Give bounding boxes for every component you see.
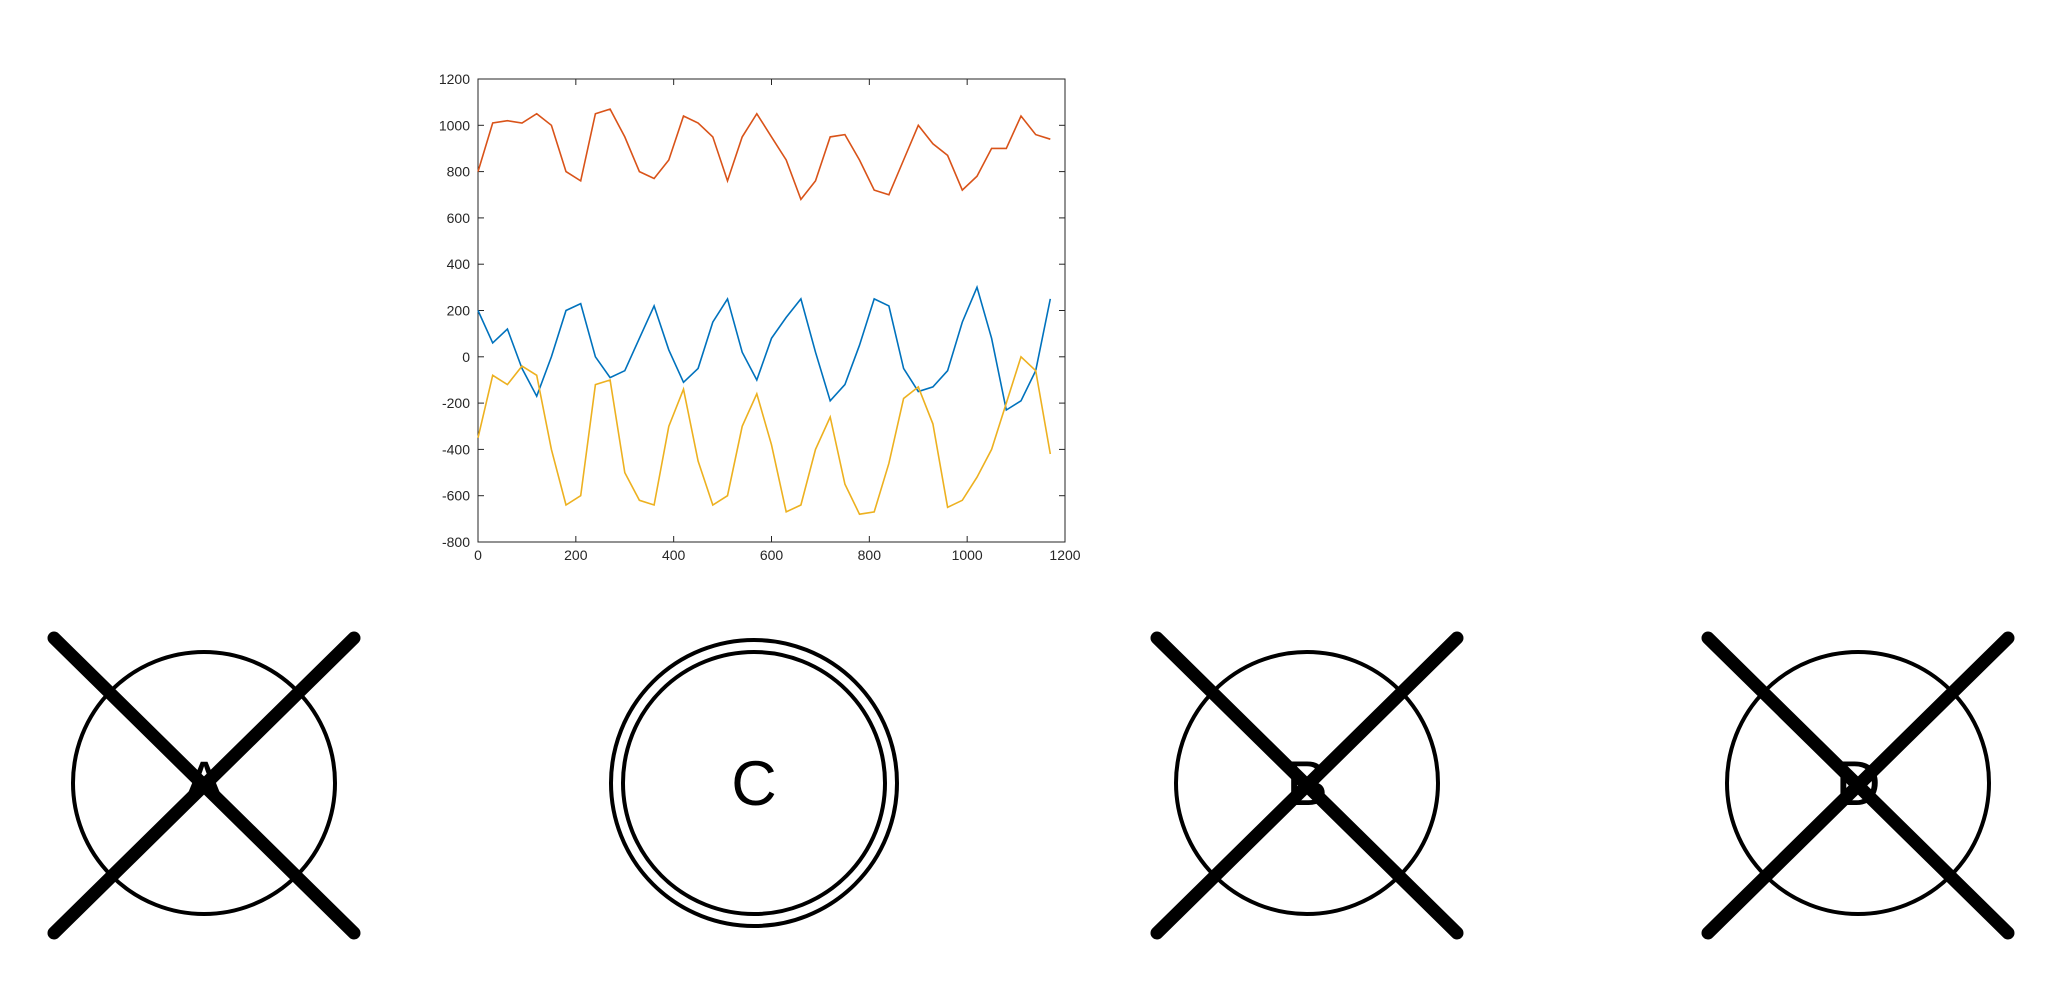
y-tick-label: 0 [462, 349, 470, 365]
cross-stroke [1701, 631, 2015, 940]
y-tick-label: 600 [447, 210, 471, 226]
y-tick-label: -800 [442, 534, 470, 550]
option-ring [609, 638, 899, 928]
x-tick-label: 1000 [952, 547, 983, 563]
y-tick-label: -200 [442, 395, 470, 411]
option-circle [1725, 650, 1991, 916]
option[interactable]: A [47, 631, 361, 940]
cross-stroke [47, 631, 361, 940]
chart: -800 -600 -400 -200 0 200 400 600 800 1000 1200 0 20… [439, 71, 1081, 563]
series-line [477, 284, 1052, 412]
option-label: C [731, 749, 777, 819]
series-line [477, 355, 1052, 516]
y-tick-label: 200 [447, 303, 471, 319]
option-circle [71, 650, 337, 916]
x-tick-label: 1200 [1049, 547, 1080, 563]
x-tick-label: 600 [760, 547, 784, 563]
series-line [477, 108, 1051, 202]
y-tick-label: 1000 [439, 117, 470, 133]
x-tick-label: 200 [564, 547, 588, 563]
x-tick-label: 0 [474, 547, 482, 563]
option-circle [1174, 650, 1440, 916]
y-tick-label: -400 [442, 441, 470, 457]
option-circle [621, 650, 887, 916]
y-tick-label: 400 [447, 256, 471, 272]
option[interactable]: B [1150, 631, 1464, 940]
option[interactable]: C [609, 638, 899, 928]
y-tick-label: 800 [447, 164, 471, 180]
x-tick-label: 400 [662, 547, 686, 563]
y-tick-label: 1200 [439, 71, 470, 87]
x-tick-label: 800 [858, 547, 882, 563]
y-tick-label: -600 [442, 488, 470, 504]
option[interactable]: D [1701, 631, 2015, 940]
cross-stroke [1150, 631, 1464, 940]
